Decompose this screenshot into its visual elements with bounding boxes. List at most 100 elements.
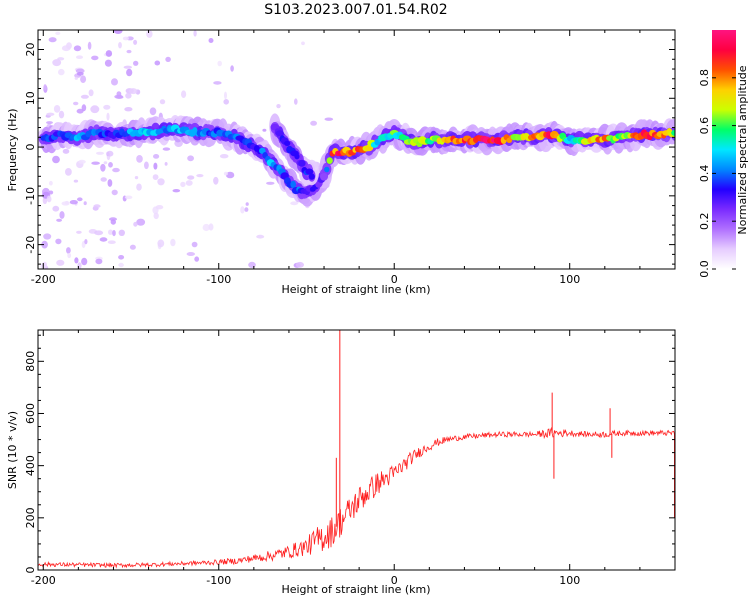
spectrogram-speckle	[125, 92, 132, 99]
spectrogram-speckle	[103, 104, 111, 110]
spectrogram-speckle	[219, 154, 229, 159]
spectrogram-y-tick-label: -10	[24, 187, 37, 205]
spectrogram-speckle	[262, 128, 267, 132]
spectrogram-speckle	[295, 261, 304, 268]
spectrogram-speckle	[52, 205, 60, 212]
spectrogram-y-axis-label: Frequency (Hz)	[6, 109, 19, 192]
spectrogram-speckle	[78, 159, 86, 164]
spectrogram-speckle	[46, 112, 55, 117]
spectrogram-speckle	[133, 39, 138, 45]
spectrogram-speckle	[217, 60, 222, 67]
spectrogram-speckle	[99, 237, 108, 242]
snr-x-tick-label: -200	[31, 574, 56, 587]
spectrogram-y-tick-label: -20	[24, 236, 37, 254]
spectrogram-speckle	[73, 179, 79, 183]
spectrogram-speckle	[62, 148, 70, 154]
spectrogram-speckle	[187, 155, 195, 162]
spectrogram-speckle	[129, 244, 136, 250]
spectrogram-speckle	[80, 75, 87, 83]
spectrogram-speckle	[133, 60, 139, 66]
spectrogram-speckle	[67, 252, 72, 259]
snr-y-axis-label: SNR (10 * v/v)	[6, 411, 19, 489]
spectrogram-speckle	[301, 41, 305, 46]
spectrogram-speckle	[157, 239, 165, 248]
spectrogram-speckle	[240, 206, 245, 214]
spectrogram-speckle	[126, 49, 132, 54]
spectrogram-frame	[37, 29, 676, 270]
spectrogram-speckle	[276, 104, 281, 109]
spectrogram-speckle	[202, 223, 210, 232]
spectrogram-speckle	[123, 65, 132, 69]
spectrogram-speckle	[46, 195, 52, 203]
spectrogram-speckle	[91, 161, 100, 165]
spectrogram-speckle	[76, 230, 82, 234]
spectrogram-secondary-ridge-core	[294, 153, 300, 160]
spectrogram-speckle	[170, 238, 176, 247]
spectrogram-speckle	[136, 218, 146, 226]
spectrogram-speckle	[224, 91, 227, 100]
spectrogram-speckle	[88, 89, 94, 97]
figure-title: S103.2023.007.01.54.R02	[264, 2, 447, 18]
spectrogram-speckle	[76, 108, 84, 114]
snr-ticks: -200 -100 0 100 0 200 400 600 800	[24, 330, 676, 587]
colorbar-tick-label: 0.0	[698, 260, 711, 278]
spectrogram-speckle	[76, 71, 84, 76]
snr-panel: -200 -100 0 100 0 200 400 600 800 Height of stra…	[6, 329, 676, 596]
spectrogram-speckle	[193, 30, 197, 37]
spectrogram-x-tick-label: -100	[206, 273, 231, 286]
spectrogram-speckle	[118, 262, 124, 268]
spectrogram-speckle	[75, 68, 85, 74]
spectrogram-speckle	[95, 258, 103, 265]
spectrogram-speckle	[136, 183, 142, 191]
spectrogram-y-tick-label: 0	[24, 144, 37, 151]
spectrogram-speckle	[194, 256, 200, 262]
spectrogram-speckle	[225, 171, 235, 179]
spectrogram-speckle	[94, 230, 104, 236]
spectrogram-speckle	[152, 174, 159, 181]
spectrogram-speckle	[213, 81, 222, 85]
spectrogram-speckle	[48, 190, 54, 195]
snr-line	[38, 426, 675, 569]
snr-y-tick-label: 800	[24, 351, 37, 372]
snr-y-tick-label: 0	[24, 567, 37, 574]
spectrogram-speckle	[56, 218, 62, 222]
spectrogram-speckle	[128, 88, 138, 95]
spectrogram-speckle	[159, 99, 166, 105]
snr-y-tick-label: 400	[24, 455, 37, 476]
spectrogram-ridge-core	[324, 166, 330, 173]
spectrogram-speckle	[76, 55, 83, 59]
spectrogram-speckle	[48, 37, 57, 43]
snr-y-tick-label: 600	[24, 403, 37, 424]
spectrogram-speckle	[106, 112, 110, 121]
colorbar-fill	[712, 30, 736, 269]
spectrogram-speckle	[106, 150, 114, 157]
spectrogram-speckle	[144, 161, 149, 170]
spectrogram-speckle	[113, 30, 123, 34]
snr-background	[38, 330, 675, 570]
spectrogram-speckle	[65, 168, 72, 176]
spectrogram-speckle	[52, 155, 60, 164]
snr-y-tick-label: 200	[24, 507, 37, 528]
spectrogram-speckle	[81, 104, 87, 112]
spectrogram-x-axis-label: Height of straight line (km)	[281, 283, 430, 296]
spectrogram-speckle	[213, 176, 219, 185]
colorbar-ticks: 0.0 0.2 0.4 0.6 0.8	[698, 69, 736, 278]
spectrogram-speckle	[245, 202, 249, 206]
spectrogram-speckle	[172, 189, 181, 193]
spectrogram-speckle	[100, 163, 106, 172]
spectrogram-speckle	[59, 211, 65, 219]
spectrogram-speckle	[58, 68, 65, 76]
spectrogram-speckle	[74, 257, 79, 264]
spectrogram-speckle	[149, 107, 157, 116]
spectrogram-speckle	[154, 60, 161, 66]
spectrogram-speckle	[55, 31, 61, 35]
spectrogram-speckle	[124, 195, 133, 200]
spectrogram-speckle	[186, 252, 195, 256]
spectrogram-speckle	[90, 105, 100, 114]
spectrogram-speckle	[42, 197, 48, 205]
spectrogram-speckle	[310, 120, 317, 126]
spectrogram-speckle	[136, 155, 143, 163]
spectrogram-speckle	[133, 221, 138, 227]
